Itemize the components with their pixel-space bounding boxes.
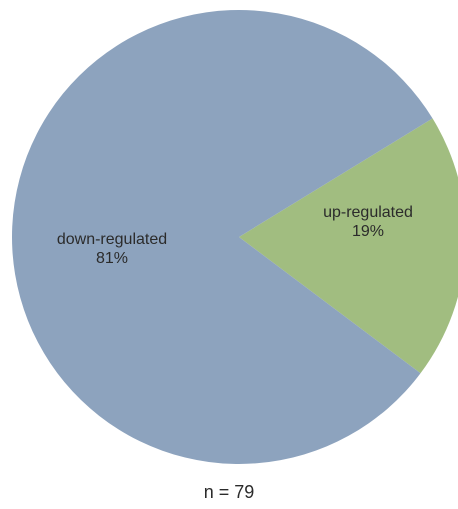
slice-percent-down-regulated: 81%: [95, 250, 129, 267]
pie-slice-up-regulated: [239, 118, 458, 374]
sample-size-note: n = 79: [203, 482, 255, 502]
slice-name-up-regulated: up-regulated: [323, 204, 413, 221]
slice-name-down-regulated: down-regulated: [56, 231, 168, 248]
slice-percent-up-regulated: 19%: [351, 223, 385, 240]
slice-label-up-regulated: up-regulated 19%: [323, 203, 413, 241]
pie-slice-down-regulated: [11, 9, 433, 465]
slice-label-down-regulated: down-regulated 81%: [57, 230, 167, 268]
